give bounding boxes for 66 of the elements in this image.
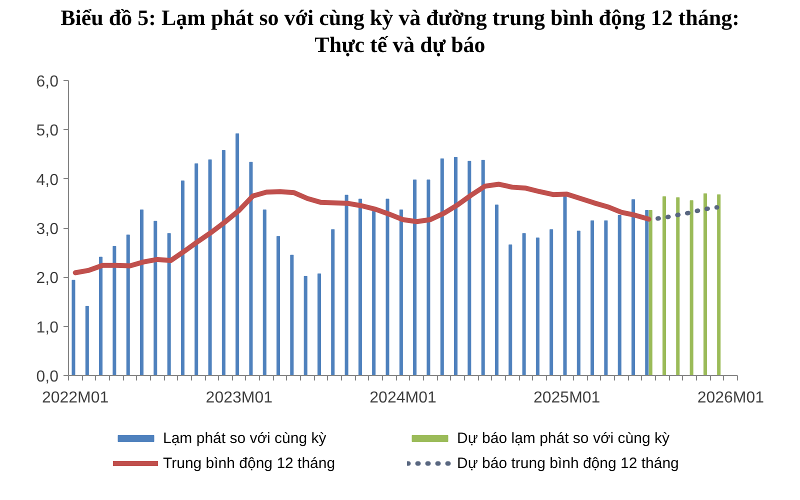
bar [576, 230, 580, 376]
bar [662, 196, 666, 376]
y-tick-label: 5,0 [36, 122, 59, 140]
bar [690, 200, 694, 376]
legend-label: Dự báo lạm phát so với cùng kỳ [457, 429, 670, 447]
bar [85, 306, 89, 376]
legend-label: Trung bình động 12 tháng [163, 454, 336, 472]
bar [522, 233, 526, 376]
bar [426, 180, 430, 376]
bar [126, 234, 130, 376]
bar [154, 220, 158, 376]
y-tick-label: 2,0 [36, 270, 59, 288]
bar [563, 196, 567, 376]
bar [262, 210, 266, 376]
bar [344, 194, 348, 376]
bar [399, 210, 403, 376]
y-tick-label: 0,0 [36, 368, 59, 386]
bar [180, 180, 184, 376]
bar [413, 180, 417, 376]
bar [290, 254, 294, 376]
bar [276, 236, 280, 376]
bar [99, 256, 103, 376]
y-tick-label: 6,0 [36, 74, 59, 90]
bar [645, 210, 649, 376]
bar [304, 276, 308, 376]
bar [72, 280, 76, 376]
y-tick-label: 1,0 [36, 319, 59, 336]
bar [481, 160, 485, 376]
bar [703, 193, 707, 376]
bar [468, 160, 472, 376]
bar [676, 197, 680, 376]
bar [454, 156, 458, 376]
bar [508, 244, 512, 376]
bar [618, 214, 622, 376]
y-tick-label: 4,0 [36, 172, 59, 189]
bar [550, 229, 554, 376]
bar [717, 194, 721, 376]
bar [208, 159, 212, 376]
chart-title: Biểu đồ 5: Lạm phát so với cùng kỳ và đường trung bình động 12 tháng: Thực tế và dự báo [60, 4, 740, 58]
bar [440, 158, 444, 376]
x-tick-label: 2024M01 [370, 390, 436, 406]
bar [167, 233, 171, 376]
bar [112, 246, 116, 376]
bar [648, 210, 652, 376]
bar [236, 133, 240, 376]
legend-label: Lạm phát so với cùng kỳ [163, 429, 328, 447]
bar [317, 273, 321, 376]
bar [604, 220, 608, 376]
bar [536, 238, 540, 376]
bar [386, 198, 390, 376]
x-tick-label: 2025M01 [533, 390, 600, 406]
bar [358, 198, 362, 376]
x-tick-label: 2026M01 [697, 390, 764, 406]
bar [194, 163, 198, 376]
bar [140, 210, 144, 376]
legend-label: Dự báo trung bình động 12 tháng [457, 454, 680, 472]
bar [372, 211, 376, 376]
x-tick-label: 2023M01 [206, 390, 273, 406]
x-tick-label: 2022M01 [42, 390, 109, 406]
bar [249, 162, 253, 376]
bar [632, 199, 636, 376]
y-tick-label: 3,0 [36, 221, 59, 238]
bar [590, 220, 594, 376]
bar [494, 204, 498, 376]
bar [331, 229, 335, 376]
bar [222, 150, 226, 376]
